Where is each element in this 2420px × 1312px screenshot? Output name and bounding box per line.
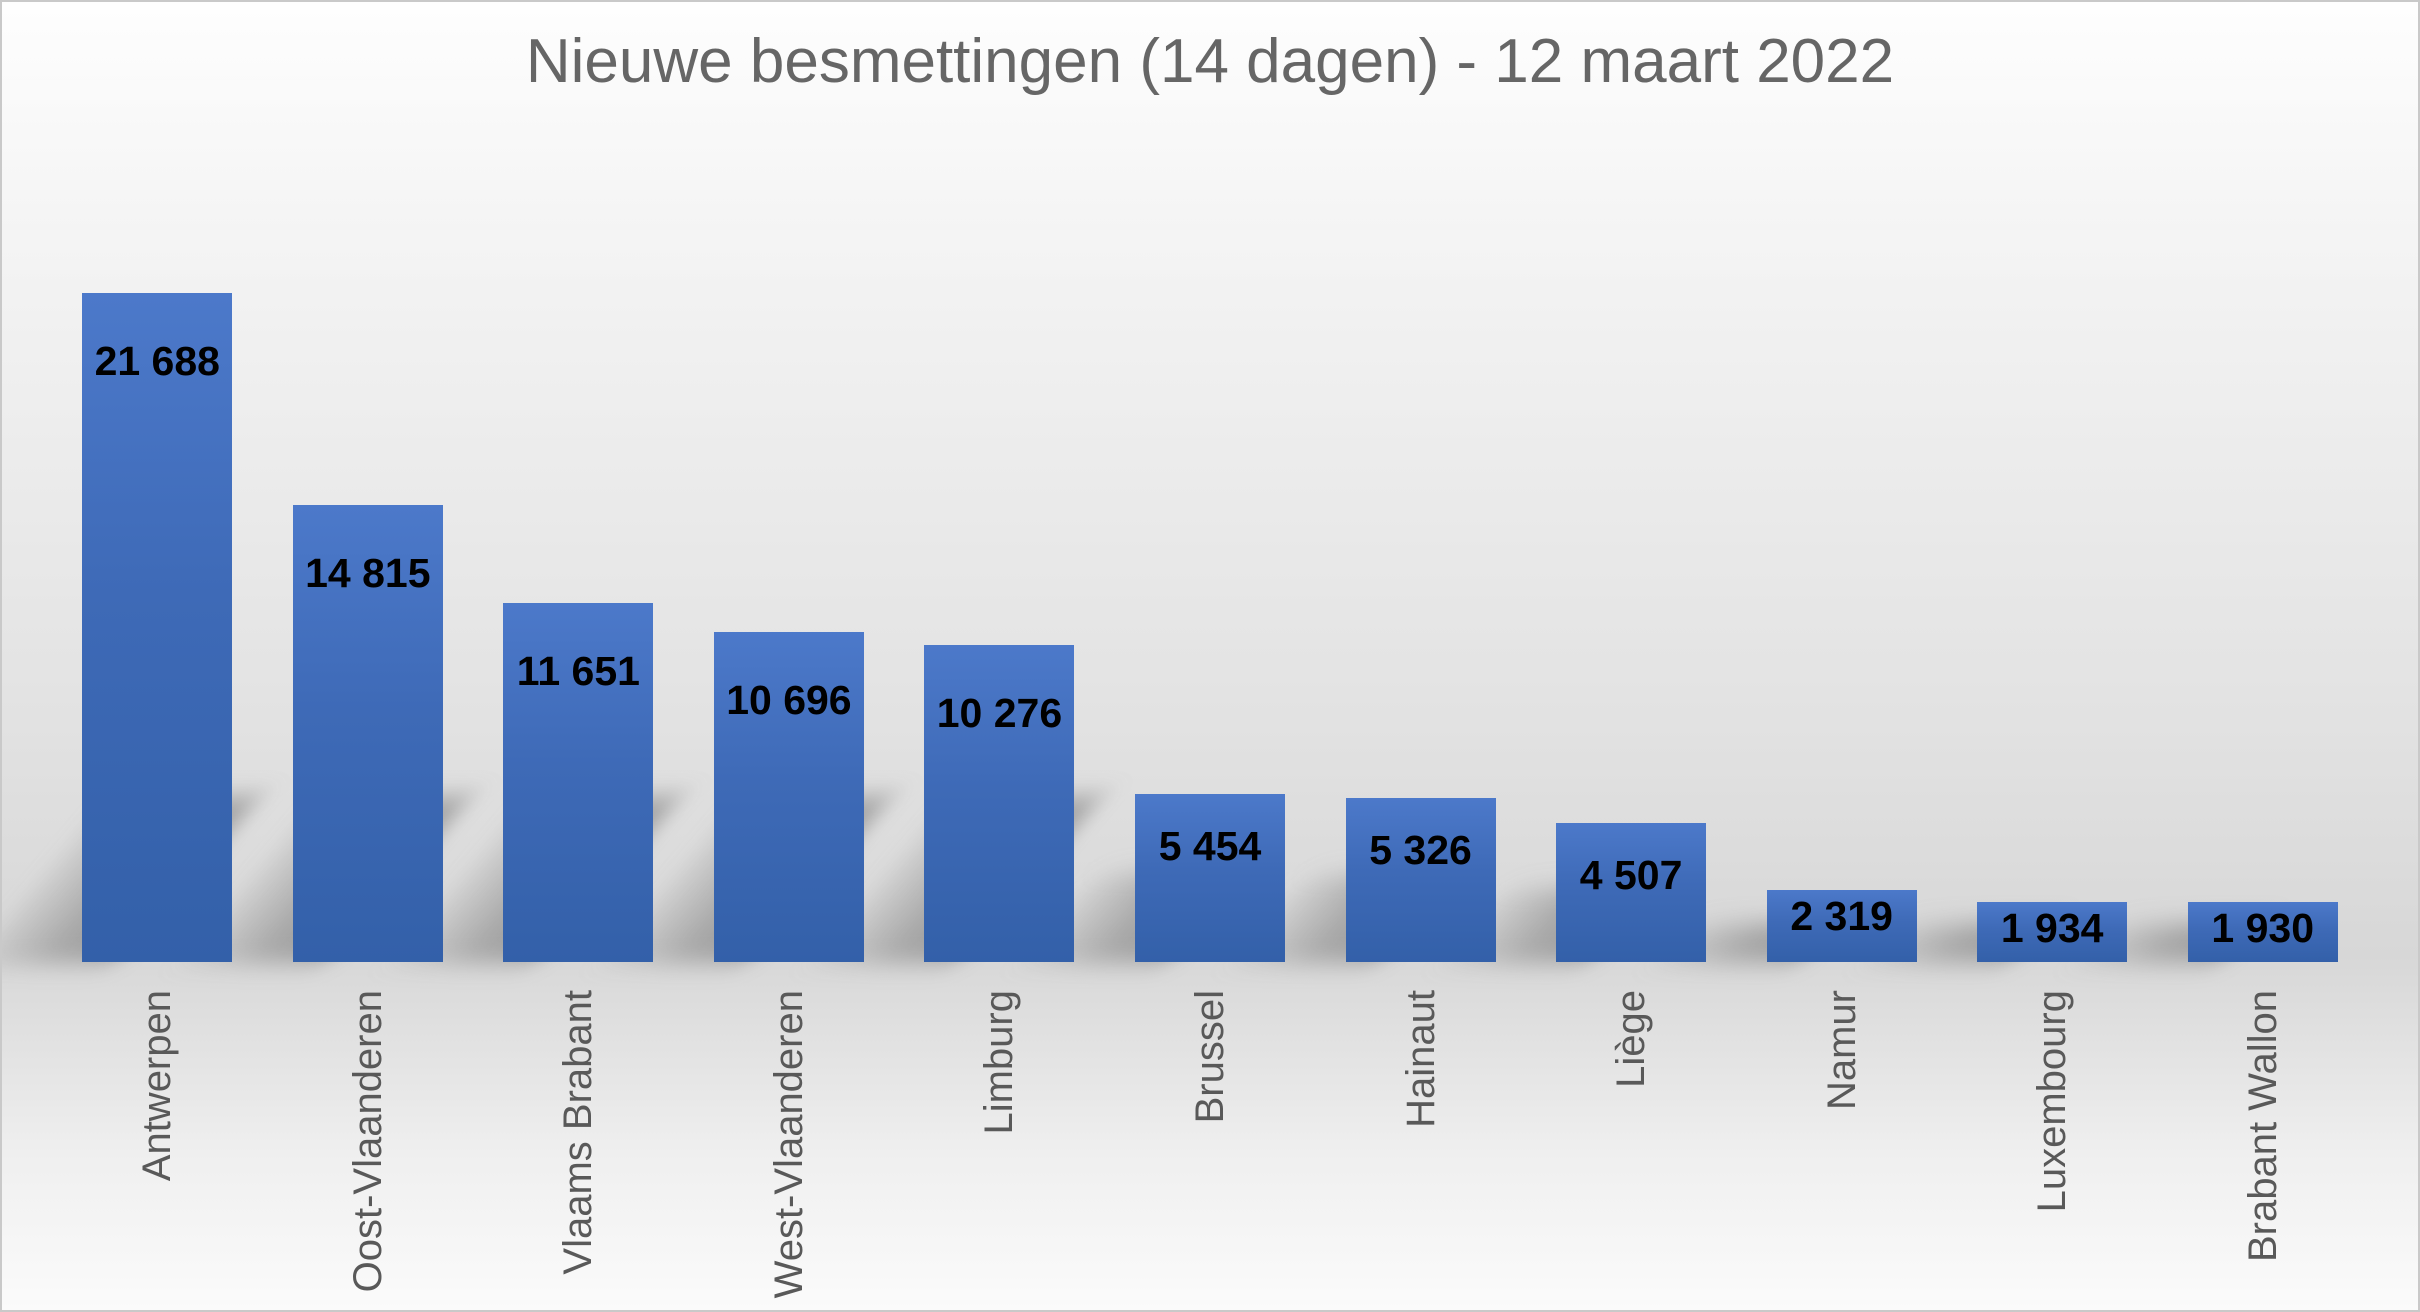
bar: 14 815 <box>292 505 443 962</box>
category-label: West-Vlaanderen <box>684 990 895 1310</box>
bar: 5 454 <box>1135 794 1285 962</box>
category-label: Liège <box>1526 990 1737 1310</box>
bar-value-label: 5 454 <box>1158 823 1262 869</box>
category-label-text: Namur <box>1819 990 1864 1111</box>
bar: 2 319 <box>1766 890 1917 962</box>
bar: 10 276 <box>924 645 1075 962</box>
bar-value-label: 1 934 <box>2000 905 2104 951</box>
category-label: Namur <box>1736 990 1947 1310</box>
bar-value-label: 4 507 <box>1579 852 1683 898</box>
bar: 1 934 <box>1977 902 2128 962</box>
category-label-text: Vlaams Brabant <box>556 990 601 1275</box>
category-label: Antwerpen <box>52 990 263 1310</box>
bar-value-label: 10 276 <box>936 690 1063 736</box>
bar: 5 326 <box>1345 798 1496 962</box>
category-label-text: Hainaut <box>1398 990 1443 1128</box>
bar-value-label: 2 319 <box>1790 893 1893 939</box>
category-label-text: West-Vlaanderen <box>766 990 811 1299</box>
category-label-text: Luxembourg <box>2030 990 2075 1213</box>
category-label-text: Antwerpen <box>135 990 180 1182</box>
bar: 1 930 <box>2187 902 2338 962</box>
bar: 4 507 <box>1556 823 1707 962</box>
category-label-text: Brussel <box>1187 990 1232 1124</box>
bar-value-label: 1 930 <box>2211 905 2315 951</box>
chart-title: Nieuwe besmettingen (14 dagen) - 12 maar… <box>525 27 1895 96</box>
bar-value-label: 10 696 <box>726 677 852 723</box>
bar: 21 688 <box>82 293 233 962</box>
category-label: Hainaut <box>1315 990 1526 1310</box>
category-label: Luxembourg <box>1947 990 2158 1310</box>
category-label: Brabant Wallon <box>2157 990 2368 1310</box>
bar-value-label: 5 326 <box>1369 827 1472 873</box>
category-label: Vlaams Brabant <box>473 990 684 1310</box>
bar: 10 696 <box>713 632 864 962</box>
category-label-text: Oost-Vlaanderen <box>345 990 390 1293</box>
bar: 11 651 <box>503 603 654 962</box>
category-label: Oost-Vlaanderen <box>263 990 474 1310</box>
category-label: Brussel <box>1105 990 1316 1310</box>
category-label-text: Liège <box>1609 990 1654 1088</box>
category-label: Limburg <box>894 990 1105 1310</box>
category-label-text: Brabant Wallon <box>2240 990 2285 1262</box>
bar-value-label: 14 815 <box>305 550 431 596</box>
bar-value-label: 11 651 <box>516 648 640 694</box>
category-label-text: Limburg <box>977 990 1022 1135</box>
bar-value-label: 21 688 <box>94 338 220 384</box>
